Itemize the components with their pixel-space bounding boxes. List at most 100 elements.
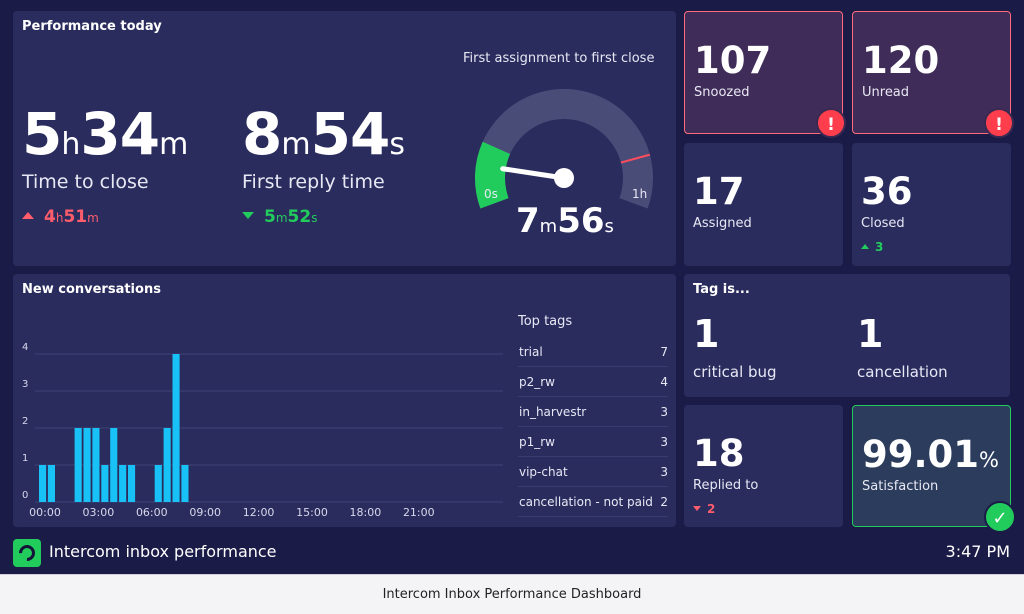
gauge-value: 7m56s xyxy=(516,201,614,241)
trend-down-icon xyxy=(242,212,254,219)
bar xyxy=(47,465,55,502)
first-reply-value: 8m54s xyxy=(242,100,405,168)
bar xyxy=(74,428,82,502)
replied-count: 18 xyxy=(693,432,745,475)
y-tick-label: 2 xyxy=(22,416,28,427)
top-tag-name: p2_rw xyxy=(519,375,555,389)
x-tick-label: 18:00 xyxy=(350,506,382,519)
cancellation-label: cancellation xyxy=(857,363,948,381)
new-conversations-title: New conversations xyxy=(22,282,161,297)
snoozed-tile[interactable]: 107 Snoozed ! xyxy=(684,11,846,138)
x-tick-label: 06:00 xyxy=(136,506,168,519)
top-tag-row: p1_rw 3 xyxy=(518,427,668,457)
gauge-title: First assignment to first close xyxy=(463,51,655,66)
first-reply-delta: 5m52s xyxy=(242,207,405,227)
gauge-hub xyxy=(554,168,574,188)
bar xyxy=(110,428,118,502)
x-tick-label: 00:00 xyxy=(29,506,61,519)
top-tag-row: vip-chat 3 xyxy=(518,457,668,487)
y-tick-label: 1 xyxy=(22,453,28,464)
bar xyxy=(154,465,162,502)
assigned-label: Assigned xyxy=(693,216,752,231)
intercom-logo-icon xyxy=(13,539,41,567)
top-tag-row: cancellation - not paid 2 xyxy=(518,487,668,517)
replied-delta: 2 xyxy=(693,502,715,516)
time-to-close-delta: 4h51m xyxy=(22,207,188,227)
x-tick-label: 12:00 xyxy=(243,506,275,519)
top-tag-name: p1_rw xyxy=(519,435,555,449)
replied-tile[interactable]: 18 Replied to 2 xyxy=(684,405,843,527)
unread-count: 120 xyxy=(862,39,940,82)
check-icon: ✓ xyxy=(984,501,1016,533)
top-tag-name: vip-chat xyxy=(519,465,568,479)
assigned-count: 17 xyxy=(693,170,745,213)
y-tick-label: 0 xyxy=(22,490,28,501)
bar xyxy=(92,428,100,502)
closed-delta: 3 xyxy=(861,240,883,254)
performance-title: Performance today xyxy=(22,19,162,34)
trend-down-icon xyxy=(693,506,701,511)
first-reply-label: First reply time xyxy=(242,171,385,193)
gauge-track xyxy=(475,89,653,209)
time-to-close-metric: 5h34m Time to close 4h51m xyxy=(22,105,188,227)
trend-up-icon xyxy=(22,212,34,219)
snoozed-count: 107 xyxy=(694,39,772,82)
top-tag-name: cancellation - not paid xyxy=(519,495,653,509)
caption: Intercom Inbox Performance Dashboard xyxy=(382,587,642,602)
top-tag-name: trial xyxy=(519,345,543,359)
top-tag-row: p2_rw 4 xyxy=(518,367,668,397)
top-tag-count: 4 xyxy=(660,375,668,389)
x-tick-label: 09:00 xyxy=(189,506,221,519)
tag-is-panel: Tag is... 1 critical bug 1 cancellation xyxy=(684,274,1010,397)
x-tick-label: 21:00 xyxy=(403,506,435,519)
y-tick-label: 3 xyxy=(22,379,28,390)
trend-up-icon xyxy=(861,244,869,249)
gauge-threshold-marker xyxy=(620,153,651,164)
top-tags-title: Top tags xyxy=(518,314,573,329)
unread-tile[interactable]: 120 Unread ! xyxy=(852,11,1014,138)
closed-count: 36 xyxy=(861,170,913,213)
time-to-close-label: Time to close xyxy=(22,171,149,193)
closed-tile[interactable]: 36 Closed 3 xyxy=(852,143,1011,266)
bar xyxy=(39,465,47,502)
y-tick-label: 4 xyxy=(22,342,28,353)
bar xyxy=(172,354,180,502)
bar xyxy=(181,465,189,502)
satisfaction-label: Satisfaction xyxy=(862,479,939,494)
top-tag-name: in_harvestr xyxy=(519,405,587,419)
top-tag-count: 3 xyxy=(660,435,668,449)
satisfaction-tile[interactable]: 99.01% Satisfaction ✓ xyxy=(852,405,1016,533)
time-to-close-value: 5h34m xyxy=(22,100,189,168)
top-tag-count: 7 xyxy=(660,345,668,359)
performance-panel: Performance today 5h34m Time to close 4h… xyxy=(13,11,676,266)
top-tag-count: 3 xyxy=(660,405,668,419)
x-tick-label: 03:00 xyxy=(83,506,115,519)
gauge-target-band xyxy=(475,141,511,209)
top-tag-row: in_harvestr 3 xyxy=(518,397,668,427)
first-reply-metric: 8m54s First reply time 5m52s xyxy=(242,105,405,227)
bar xyxy=(101,465,109,502)
x-tick-label: 15:00 xyxy=(296,506,328,519)
new-conversations-panel: New conversations 0 1 2 3 4 00:00 03:00 06:00 09… xyxy=(13,274,676,527)
bar xyxy=(128,465,136,502)
closed-label: Closed xyxy=(861,216,905,231)
bar xyxy=(119,465,127,502)
top-tag-count: 3 xyxy=(660,465,668,479)
critical-bug-label: critical bug xyxy=(693,363,777,381)
clock: 3:47 PM xyxy=(945,542,1010,561)
bar xyxy=(163,428,171,502)
unread-label: Unread xyxy=(862,85,910,100)
gauge-max-label: 1h xyxy=(632,187,648,201)
assigned-tile[interactable]: 17 Assigned xyxy=(684,143,843,266)
critical-bug-count: 1 xyxy=(693,312,720,356)
top-tag-row: trial 7 xyxy=(518,337,668,367)
tag-is-title: Tag is... xyxy=(693,282,750,297)
snoozed-label: Snoozed xyxy=(694,85,750,100)
cancellation-count: 1 xyxy=(857,312,884,356)
satisfaction-value: 99.01% xyxy=(862,433,1000,476)
alert-icon: ! xyxy=(816,108,846,138)
footer-title: Intercom inbox performance xyxy=(49,542,277,561)
gauge-needle xyxy=(500,166,567,181)
alert-icon: ! xyxy=(984,108,1014,138)
caption-bar: Intercom Inbox Performance Dashboard xyxy=(0,574,1024,614)
